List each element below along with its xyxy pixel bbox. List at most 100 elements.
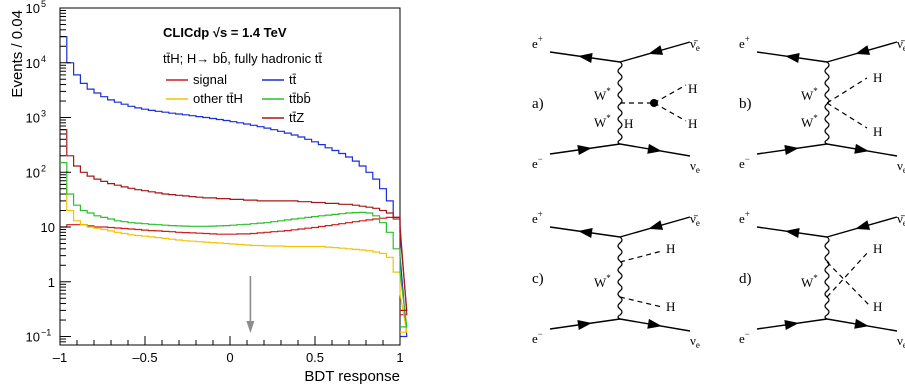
positron-line-arrow xyxy=(578,228,593,238)
legend-label-3: tt̄bb̄ xyxy=(289,91,311,106)
y-tick-exponent-6: 5 xyxy=(41,0,46,9)
nu-label: νe xyxy=(690,158,700,175)
w1-label: W* xyxy=(801,273,818,290)
y-tick-label-6: 10 xyxy=(26,1,40,16)
nubar-label-sub: e xyxy=(696,43,700,53)
nubar-label-sub: e xyxy=(696,218,700,228)
diagram-label: d) xyxy=(739,271,752,287)
nu-label-sub: e xyxy=(903,340,905,350)
series-layer xyxy=(60,36,408,338)
w1-label-sup: * xyxy=(606,86,611,96)
e-plus-label-sup: + xyxy=(745,209,750,219)
w-boson-propagator xyxy=(824,236,830,320)
positron-line-arrow xyxy=(578,53,593,63)
e-minus-label: e− xyxy=(532,154,543,171)
legend: signal tt̄ other tt̄H tt̄bb̄ tt̄Z xyxy=(166,72,311,125)
y-tick-label-5: 10 xyxy=(26,56,40,71)
w2-label: W* xyxy=(801,113,818,130)
nubar-label-sub: e xyxy=(903,218,905,228)
antineutrino-line-arrow xyxy=(648,45,664,55)
nubar-label: ν̄e xyxy=(690,36,700,53)
e-minus-label-sup: − xyxy=(538,329,543,339)
y-axis-label: Events / 0.04 xyxy=(9,10,26,98)
h1-label: H xyxy=(873,241,882,256)
w-boson-propagator xyxy=(617,236,623,320)
series-4-line xyxy=(60,129,408,311)
h2-label: H xyxy=(873,124,882,139)
w2-label: W* xyxy=(594,113,611,130)
cut-layer xyxy=(246,276,255,333)
chart-title: CLICdp √s = 1.4 TeV xyxy=(163,25,287,40)
nu-label: νe xyxy=(897,333,905,350)
neutrino-line-arrow xyxy=(854,143,869,154)
electron-line-arrow xyxy=(784,145,799,155)
e-minus-label-sup: − xyxy=(745,329,750,339)
w1-label: W* xyxy=(594,273,611,290)
x-axis-label: BDT response xyxy=(304,368,400,385)
higgs-out-1 xyxy=(826,261,870,306)
legend-label-4: tt̄Z xyxy=(289,110,304,125)
x-tick-label-4: 1 xyxy=(396,350,403,365)
y-tick-exponent-4: 3 xyxy=(41,109,46,119)
x-tick-label-3: 0.5 xyxy=(306,350,324,365)
nubar-label-sub: e xyxy=(903,43,905,53)
e-minus-label-sup: − xyxy=(745,154,750,164)
w1-label-sup: * xyxy=(813,86,818,96)
neutrino-line-arrow xyxy=(647,318,662,329)
w1-label: W* xyxy=(594,86,611,103)
y-tick-label-2: 10 xyxy=(41,220,55,235)
nubar-label: ν̄e xyxy=(897,36,905,53)
y-tick-exponent-3: 2 xyxy=(41,163,46,173)
higgs-out-2 xyxy=(653,102,687,122)
e-minus-label: e− xyxy=(739,154,750,171)
w-boson-propagator xyxy=(824,61,830,145)
h1-label: H xyxy=(688,81,697,96)
e-plus-label: e+ xyxy=(532,209,543,226)
antineutrino-line-arrow xyxy=(648,220,664,230)
e-minus-label: e− xyxy=(532,329,543,346)
w1-label: W* xyxy=(801,86,818,103)
w2-label-sup: * xyxy=(606,113,611,123)
e-minus-label: e− xyxy=(739,329,750,346)
e-minus-label-sup: − xyxy=(538,154,543,164)
nubar-label: ν̄e xyxy=(897,211,905,228)
electron-line-arrow xyxy=(577,320,592,330)
nubar-label: ν̄e xyxy=(690,211,700,228)
nu-label-sub: e xyxy=(696,165,700,175)
e-plus-label-sup: + xyxy=(745,34,750,44)
h2-label: H xyxy=(666,299,675,314)
h1-label: H xyxy=(873,70,882,85)
y-tick-label-1: 1 xyxy=(48,275,55,290)
higgs-out-1 xyxy=(619,250,663,263)
diagram-label: b) xyxy=(739,96,752,112)
h2-label: H xyxy=(688,116,697,131)
higgs-out-1 xyxy=(653,84,687,104)
y-tick-exponent-0: −1 xyxy=(41,328,51,338)
series-1-line xyxy=(60,36,408,338)
h2-label: H xyxy=(873,299,882,314)
h1-label: H xyxy=(666,241,675,256)
legend-label-0: signal xyxy=(193,72,227,87)
cut-arrow-head xyxy=(246,321,255,333)
higgs-out-1 xyxy=(826,77,868,104)
chart-subtitle: tt̄H; H→ bb̄, fully hadronic tt̄ xyxy=(163,51,322,66)
positron-line-arrow xyxy=(785,228,800,238)
higgs-out-2 xyxy=(619,296,663,308)
y-tick-label-0: 10 xyxy=(26,330,40,345)
e-plus-label: e+ xyxy=(739,34,750,51)
electron-line-arrow xyxy=(784,320,799,330)
nu-label: νe xyxy=(897,158,905,175)
diagram-label: c) xyxy=(532,271,544,287)
neutrino-line-arrow xyxy=(647,143,662,154)
series-3-line xyxy=(60,162,408,328)
nu-label: νe xyxy=(690,333,700,350)
diagram-label: a) xyxy=(532,96,544,112)
x-tick-label-0: –1 xyxy=(53,350,67,365)
x-tick-label-2: 0 xyxy=(226,350,233,365)
antineutrino-line-arrow xyxy=(855,220,871,230)
